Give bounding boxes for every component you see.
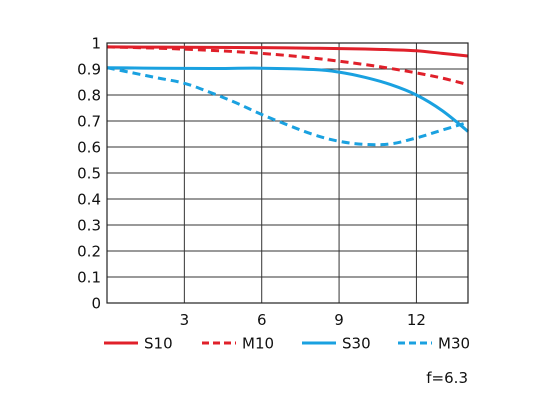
y-tick-label: 0.4 <box>77 191 101 209</box>
legend-label: M30 <box>438 335 470 353</box>
plot-frame <box>106 42 469 304</box>
x-axis-tick-labels: 3 6 9 12 <box>180 311 426 329</box>
y-tick-label: 0.8 <box>77 87 101 105</box>
grid-layer <box>107 42 468 304</box>
y-tick-label: 0.9 <box>77 61 101 79</box>
series-line-m10 <box>106 45 469 87</box>
series-layer <box>106 45 469 147</box>
x-tick-label: 9 <box>334 311 344 329</box>
legend-item-m30: M30 <box>398 335 470 353</box>
y-tick-label: 0.2 <box>77 243 101 261</box>
legend-item-s30: S30 <box>302 335 371 353</box>
y-tick-label: 0 <box>91 295 101 313</box>
aperture-annotation: f=6.3 <box>426 369 468 387</box>
legend-item-s10: S10 <box>104 335 173 353</box>
series-line-m30 <box>106 66 469 147</box>
y-tick-label: 1 <box>91 35 101 53</box>
legend-label: S30 <box>342 335 371 353</box>
y-tick-label: 0.7 <box>77 113 101 131</box>
x-tick-label: 3 <box>180 311 190 329</box>
y-axis-tick-labels: 0 0.1 0.2 0.3 0.4 0.5 0.6 0.7 0.8 0.9 1 <box>77 35 101 313</box>
legend-label: S10 <box>144 335 173 353</box>
legend-label: M10 <box>242 335 274 353</box>
x-tick-label: 6 <box>257 311 267 329</box>
frame-layer <box>106 42 469 304</box>
legend: S10 M10 S30 M30 <box>104 335 470 353</box>
y-tick-label: 0.5 <box>77 165 101 183</box>
y-tick-label: 0.1 <box>77 269 101 287</box>
y-tick-label: 0.3 <box>77 217 101 235</box>
series-line-s10 <box>106 45 469 58</box>
y-tick-label: 0.6 <box>77 139 101 157</box>
series-line-s30 <box>106 66 469 133</box>
x-tick-label: 12 <box>407 311 426 329</box>
legend-item-m10: M10 <box>202 335 274 353</box>
